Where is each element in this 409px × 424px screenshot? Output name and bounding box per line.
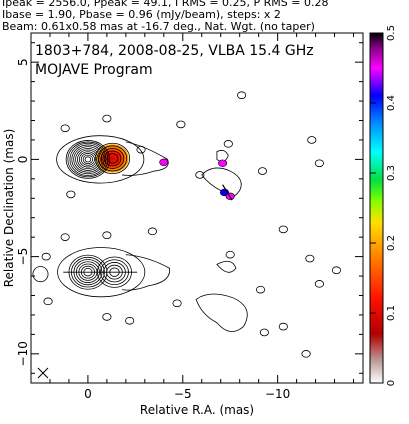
- noise-contour: [43, 297, 53, 306]
- noise-contour: [259, 328, 269, 337]
- noise-contour: [278, 322, 288, 331]
- core-contour: [78, 151, 97, 168]
- knot-contour: [95, 142, 131, 174]
- chart-title: 1803+784, 2008-08-25, VLBA 15.4 GHz: [35, 43, 314, 59]
- core-contour: [77, 149, 99, 170]
- polarized-patch: [218, 159, 228, 167]
- upper-jet-contour: [122, 141, 169, 176]
- polarized-patch: [159, 158, 169, 167]
- x-tick-label: 0: [84, 387, 92, 401]
- noise-contour: [225, 250, 235, 259]
- header-line-3: Beam: 0.61x0.58 mas at -16.7 deg., Nat. …: [2, 20, 315, 33]
- noise-contour: [257, 167, 268, 175]
- beam-marker: [37, 367, 49, 379]
- noise-contour: [301, 350, 311, 358]
- core-contour: [75, 147, 101, 171]
- noise-contour: [102, 231, 112, 240]
- header-line-2: Ibase = 1.90, Pbase = 0.96 (mJy/beam), s…: [2, 8, 281, 21]
- colorbar-tick-label: 0: [386, 380, 397, 386]
- colorbar: [369, 32, 384, 384]
- core-outer-contour: [67, 141, 109, 178]
- x-tick-label: −5: [174, 387, 192, 401]
- header-line-1: Ipeak = 2556.0, Ppeak = 49.1, I RMS = 0.…: [2, 0, 329, 9]
- core-contour: [71, 144, 105, 175]
- noise-contour: [255, 285, 266, 294]
- noise-contour: [32, 266, 49, 283]
- lower-right-contour: [195, 293, 248, 332]
- y-tick-label: 0: [16, 156, 30, 164]
- knot-contour: [106, 153, 119, 164]
- noise-contour: [136, 145, 146, 154]
- lower-jet-contour: [121, 254, 170, 291]
- lower-right-small-contour: [216, 260, 237, 273]
- x-tick-label: −10: [265, 387, 290, 401]
- knot-contour: [100, 147, 125, 169]
- noise-contour: [195, 171, 205, 179]
- noise-contour: [147, 227, 157, 236]
- x-axis-label: Relative R.A. (mas): [140, 403, 254, 417]
- noise-contour: [125, 316, 135, 325]
- noise-contour: [60, 124, 70, 133]
- noise-contour: [305, 254, 315, 263]
- upper-right-contour: [201, 167, 242, 198]
- core-contour: [84, 156, 92, 163]
- colorbar-tick-label: 0.1: [386, 305, 397, 321]
- chart-subtitle: MOJAVE Program: [35, 62, 153, 78]
- noise-contour: [102, 114, 112, 123]
- lower-outer-contour: [57, 247, 146, 298]
- y-tick-label: −10: [16, 341, 30, 366]
- core-contour: [80, 153, 95, 166]
- plot-frame: [30, 32, 364, 384]
- noise-contour: [278, 225, 288, 234]
- noise-contour: [314, 280, 324, 288]
- noise-contour: [307, 136, 317, 144]
- noise-contour: [314, 159, 324, 168]
- core-contour: [73, 146, 103, 173]
- evpa-tick: [222, 184, 233, 201]
- noise-contour: [237, 91, 247, 100]
- noise-contour: [66, 190, 76, 199]
- colorbar-tick-label: 0.3: [386, 165, 397, 181]
- noise-contour: [331, 266, 342, 275]
- noise-contour: [172, 299, 182, 308]
- noise-contour: [102, 313, 112, 321]
- colorbar-tick-label: 0.4: [386, 95, 397, 111]
- core-contour: [82, 154, 94, 165]
- y-tick-label: −5: [16, 248, 30, 266]
- noise-contour: [60, 233, 70, 241]
- upper-outer-contour: [56, 135, 145, 184]
- noise-contour: [41, 252, 51, 261]
- y-axis-label: Relative Declination (mas): [2, 129, 16, 288]
- colorbar-tick-label: 0.5: [386, 25, 397, 41]
- noise-contour: [176, 120, 186, 129]
- core-contour: [69, 142, 107, 176]
- core-outer-contour: [65, 140, 111, 179]
- y-tick-label: 5: [16, 58, 30, 66]
- colorbar-tick-label: 0.2: [386, 235, 397, 251]
- noise-contour: [223, 140, 233, 148]
